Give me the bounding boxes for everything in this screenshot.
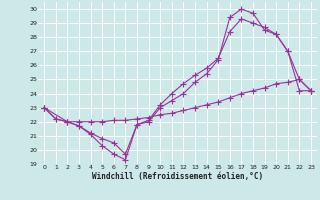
X-axis label: Windchill (Refroidissement éolien,°C): Windchill (Refroidissement éolien,°C) xyxy=(92,172,263,181)
